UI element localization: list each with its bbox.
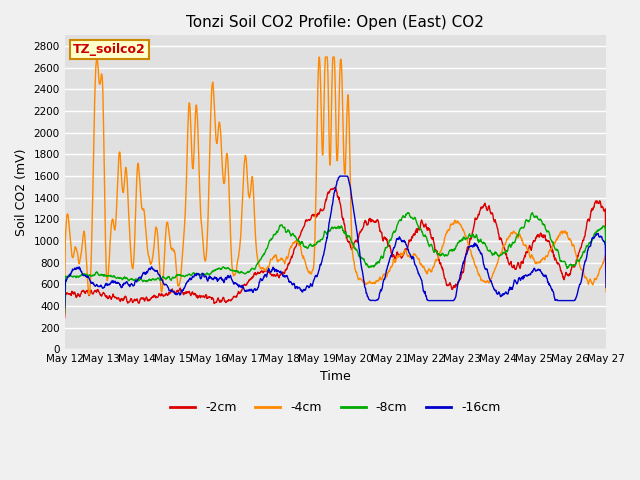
-16cm xyxy=(125,282,132,288)
-2cm xyxy=(331,184,339,190)
-8cm xyxy=(291,233,298,239)
-4cm xyxy=(302,262,310,267)
-4cm xyxy=(316,54,323,60)
-4cm xyxy=(85,292,93,298)
-2cm xyxy=(602,262,610,268)
-4cm xyxy=(103,275,111,281)
Y-axis label: Soil CO2 (mV): Soil CO2 (mV) xyxy=(15,149,28,236)
Line: -16cm: -16cm xyxy=(65,176,606,307)
-16cm xyxy=(61,304,68,310)
-2cm xyxy=(291,246,298,252)
Line: -2cm: -2cm xyxy=(65,187,606,318)
-16cm xyxy=(369,298,377,303)
-8cm xyxy=(369,263,376,269)
-8cm xyxy=(61,310,68,316)
-8cm xyxy=(103,273,111,278)
-2cm xyxy=(301,217,309,223)
-16cm xyxy=(602,285,610,290)
-2cm xyxy=(103,293,111,299)
Text: TZ_soilco2: TZ_soilco2 xyxy=(73,43,145,56)
-2cm xyxy=(369,217,377,223)
-4cm xyxy=(370,281,378,287)
-4cm xyxy=(312,204,319,210)
-4cm xyxy=(125,216,132,222)
-4cm xyxy=(61,285,68,291)
Legend: -2cm, -4cm, -8cm, -16cm: -2cm, -4cm, -8cm, -16cm xyxy=(165,396,506,420)
-2cm xyxy=(125,299,132,305)
-8cm xyxy=(404,210,412,216)
-4cm xyxy=(291,239,299,244)
Title: Tonzi Soil CO2 Profile: Open (East) CO2: Tonzi Soil CO2 Profile: Open (East) CO2 xyxy=(186,15,484,30)
-8cm xyxy=(301,244,309,250)
-4cm xyxy=(602,289,610,295)
Line: -4cm: -4cm xyxy=(65,57,606,295)
X-axis label: Time: Time xyxy=(320,370,351,383)
-16cm xyxy=(301,287,309,293)
-2cm xyxy=(61,315,68,321)
-8cm xyxy=(602,266,610,272)
-16cm xyxy=(312,273,319,279)
-8cm xyxy=(125,278,132,284)
-2cm xyxy=(312,212,319,218)
-8cm xyxy=(312,242,319,248)
-16cm xyxy=(103,281,111,287)
-16cm xyxy=(336,173,344,179)
Line: -8cm: -8cm xyxy=(65,213,606,313)
-16cm xyxy=(291,281,298,287)
